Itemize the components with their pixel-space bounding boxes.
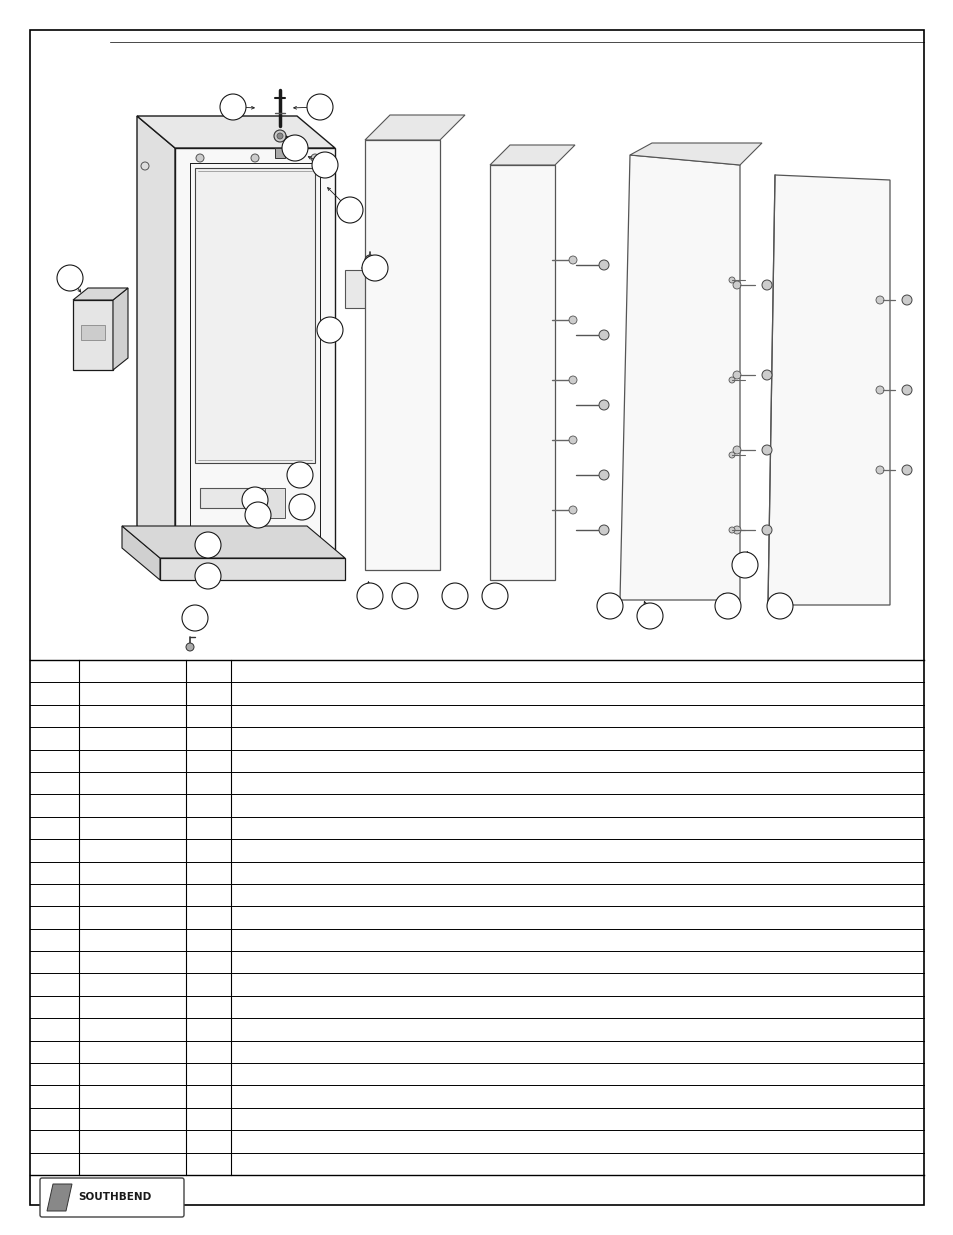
Circle shape (901, 466, 911, 475)
Circle shape (598, 261, 608, 270)
Circle shape (875, 466, 883, 474)
Circle shape (731, 552, 758, 578)
Circle shape (901, 295, 911, 305)
Polygon shape (490, 165, 555, 580)
Polygon shape (194, 168, 314, 463)
Polygon shape (122, 526, 160, 580)
Circle shape (598, 471, 608, 480)
Circle shape (568, 506, 577, 514)
FancyBboxPatch shape (40, 1178, 184, 1216)
Polygon shape (174, 148, 335, 558)
Circle shape (194, 563, 221, 589)
Polygon shape (73, 288, 128, 300)
Circle shape (732, 526, 740, 534)
Circle shape (761, 280, 771, 290)
Circle shape (598, 330, 608, 340)
Circle shape (481, 583, 507, 609)
Circle shape (761, 445, 771, 454)
Circle shape (568, 316, 577, 324)
Circle shape (568, 436, 577, 445)
Polygon shape (629, 143, 761, 165)
Circle shape (875, 387, 883, 394)
Text: SOUTHBEND: SOUTHBEND (78, 1193, 152, 1203)
Circle shape (597, 593, 622, 619)
Circle shape (356, 583, 382, 609)
Circle shape (732, 370, 740, 379)
Circle shape (336, 198, 363, 224)
Circle shape (186, 643, 193, 651)
Circle shape (728, 452, 734, 458)
Polygon shape (274, 148, 285, 158)
Polygon shape (365, 115, 464, 140)
Circle shape (276, 133, 283, 140)
Circle shape (761, 525, 771, 535)
Circle shape (568, 375, 577, 384)
Circle shape (728, 277, 734, 283)
Circle shape (311, 154, 318, 162)
Circle shape (598, 400, 608, 410)
Circle shape (251, 154, 258, 162)
Circle shape (141, 162, 149, 170)
Circle shape (365, 254, 375, 266)
Polygon shape (767, 175, 889, 605)
Circle shape (441, 583, 468, 609)
Circle shape (875, 296, 883, 304)
Circle shape (361, 254, 388, 282)
Circle shape (728, 527, 734, 534)
Circle shape (182, 605, 208, 631)
Circle shape (637, 603, 662, 629)
Polygon shape (137, 116, 174, 558)
Polygon shape (81, 325, 105, 340)
Circle shape (901, 385, 911, 395)
Circle shape (220, 94, 246, 120)
Circle shape (287, 462, 313, 488)
Circle shape (392, 583, 417, 609)
Circle shape (766, 593, 792, 619)
Circle shape (714, 593, 740, 619)
Polygon shape (265, 488, 285, 517)
Circle shape (195, 154, 204, 162)
Circle shape (312, 152, 337, 178)
Circle shape (598, 525, 608, 535)
Circle shape (245, 501, 271, 529)
Polygon shape (365, 140, 439, 571)
Polygon shape (619, 156, 740, 600)
Circle shape (194, 532, 221, 558)
Circle shape (282, 135, 308, 161)
Circle shape (316, 317, 343, 343)
Polygon shape (200, 488, 265, 508)
Polygon shape (490, 144, 575, 165)
Circle shape (568, 256, 577, 264)
Circle shape (728, 377, 734, 383)
Polygon shape (345, 270, 395, 308)
Circle shape (57, 266, 83, 291)
Circle shape (289, 494, 314, 520)
Circle shape (732, 282, 740, 289)
Circle shape (242, 487, 268, 513)
Polygon shape (122, 526, 345, 558)
Circle shape (732, 446, 740, 454)
Circle shape (761, 370, 771, 380)
Polygon shape (137, 116, 335, 148)
Polygon shape (73, 300, 112, 370)
Circle shape (307, 94, 333, 120)
Circle shape (274, 130, 286, 142)
Polygon shape (47, 1184, 71, 1212)
Polygon shape (160, 558, 345, 580)
Polygon shape (112, 288, 128, 370)
